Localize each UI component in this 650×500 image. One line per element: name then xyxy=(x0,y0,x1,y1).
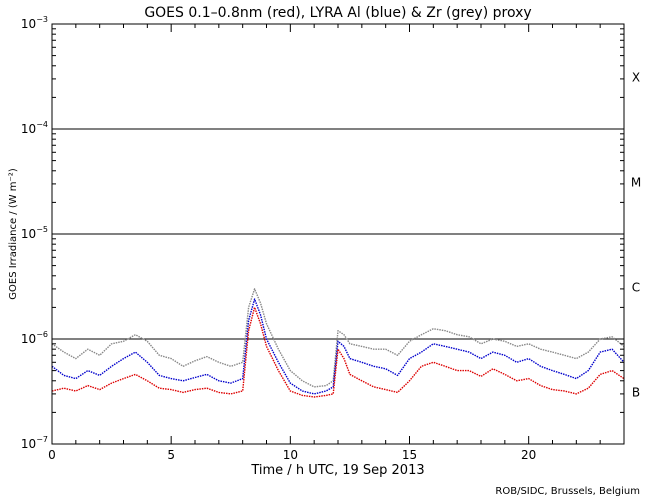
credit-text: ROB/SIDC, Brussels, Belgium xyxy=(495,486,640,497)
flare-class-labels: X M C B xyxy=(631,71,641,400)
flare-class-label: M xyxy=(631,176,641,190)
x-tick-label: 20 xyxy=(521,448,536,462)
y-tick-label: 10−5 xyxy=(21,225,48,241)
flare-class-label: C xyxy=(632,281,640,295)
y-axis-ticks: 10−7 10−6 10−5 10−4 10−3 xyxy=(21,15,624,451)
y-tick-label: 10−7 xyxy=(21,435,48,451)
y-axis-label: GOES Irradiance / (W m⁻²) xyxy=(8,168,19,300)
series-layer xyxy=(51,288,625,398)
x-axis-ticks: 0 5 10 15 20 xyxy=(48,24,601,462)
chart-title: GOES 0.1–0.8nm (red), LYRA Al (blue) & Z… xyxy=(144,5,531,21)
flare-class-label: B xyxy=(632,386,640,400)
x-tick-label: 5 xyxy=(167,448,175,462)
x-tick-label: 10 xyxy=(283,448,298,462)
series-line-2 xyxy=(51,306,625,398)
x-tick-label: 15 xyxy=(402,448,417,462)
series-line-0 xyxy=(51,288,625,388)
y-tick-label: 10−6 xyxy=(21,330,48,346)
series-line-1 xyxy=(51,298,625,395)
flare-class-lines xyxy=(52,128,624,340)
flare-class-label: X xyxy=(632,71,640,85)
x-axis-label: Time / h UTC, 19 Sep 2013 xyxy=(250,463,424,478)
y-tick-label: 10−3 xyxy=(21,15,48,31)
y-tick-label: 10−4 xyxy=(21,120,48,136)
x-tick-label: 0 xyxy=(48,448,56,462)
